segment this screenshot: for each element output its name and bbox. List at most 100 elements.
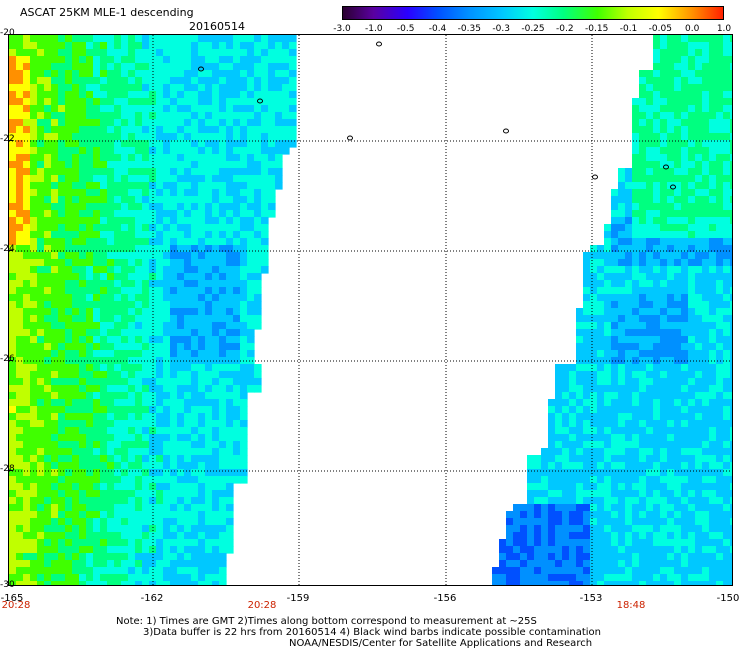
data-cell bbox=[93, 175, 101, 183]
data-cell bbox=[275, 119, 283, 127]
data-cell bbox=[121, 168, 129, 176]
data-cell bbox=[128, 84, 136, 92]
data-cell bbox=[58, 315, 66, 323]
data-cell bbox=[205, 483, 213, 491]
data-cell bbox=[177, 434, 185, 442]
data-cell bbox=[156, 140, 164, 148]
data-cell bbox=[135, 560, 143, 568]
data-cell bbox=[590, 413, 598, 421]
data-cell bbox=[226, 441, 234, 449]
data-cell bbox=[702, 560, 710, 568]
island-outline bbox=[257, 98, 263, 104]
data-cell bbox=[100, 567, 108, 575]
data-cell bbox=[114, 308, 122, 316]
data-cell bbox=[135, 539, 143, 547]
data-cell bbox=[723, 91, 731, 99]
data-cell bbox=[730, 70, 732, 78]
data-cell bbox=[128, 504, 136, 512]
data-cell bbox=[590, 308, 598, 316]
data-cell bbox=[156, 378, 164, 386]
data-cell bbox=[128, 119, 136, 127]
data-cell bbox=[660, 161, 668, 169]
data-cell bbox=[695, 105, 703, 113]
data-cell bbox=[135, 483, 143, 491]
data-cell bbox=[86, 70, 94, 78]
data-cell bbox=[30, 427, 38, 435]
data-cell bbox=[674, 189, 682, 197]
data-cell bbox=[44, 497, 52, 505]
data-cell bbox=[562, 399, 570, 407]
data-cell bbox=[170, 504, 178, 512]
data-cell bbox=[23, 35, 31, 43]
data-cell bbox=[219, 322, 227, 330]
data-cell bbox=[688, 133, 696, 141]
data-cell bbox=[646, 98, 654, 106]
data-cell bbox=[681, 434, 689, 442]
colorbar-tick-label: -1.0 bbox=[365, 24, 383, 34]
data-cell bbox=[639, 245, 647, 253]
data-cell bbox=[219, 385, 227, 393]
data-cell bbox=[639, 490, 647, 498]
data-cell bbox=[170, 140, 178, 148]
data-cell bbox=[583, 434, 591, 442]
data-cell bbox=[128, 238, 136, 246]
data-cell bbox=[688, 532, 696, 540]
data-cell bbox=[254, 224, 262, 232]
data-cell bbox=[688, 63, 696, 71]
data-cell bbox=[709, 154, 717, 162]
data-cell bbox=[247, 287, 255, 295]
data-cell bbox=[513, 553, 521, 561]
data-cell bbox=[163, 126, 171, 134]
data-cell bbox=[16, 161, 24, 169]
data-cell bbox=[51, 56, 59, 64]
data-cell bbox=[100, 553, 108, 561]
data-cell bbox=[723, 406, 731, 414]
data-cell bbox=[114, 56, 122, 64]
data-cell bbox=[639, 105, 647, 113]
data-cell bbox=[233, 217, 241, 225]
data-cell bbox=[695, 413, 703, 421]
data-cell bbox=[191, 280, 199, 288]
data-cell bbox=[254, 154, 262, 162]
data-cell bbox=[58, 560, 66, 568]
data-cell bbox=[191, 448, 199, 456]
data-cell bbox=[660, 63, 668, 71]
data-cell bbox=[632, 280, 640, 288]
data-cell bbox=[184, 455, 192, 463]
data-cell bbox=[702, 224, 710, 232]
data-cell bbox=[121, 238, 129, 246]
data-cell bbox=[156, 35, 164, 43]
data-cell bbox=[611, 406, 619, 414]
data-cell bbox=[716, 63, 724, 71]
data-cell bbox=[37, 357, 45, 365]
data-cell bbox=[16, 280, 24, 288]
data-cell bbox=[219, 497, 227, 505]
data-cell bbox=[184, 539, 192, 547]
data-cell bbox=[51, 84, 59, 92]
data-cell bbox=[660, 203, 668, 211]
data-cell bbox=[723, 350, 731, 358]
data-cell bbox=[156, 231, 164, 239]
data-cell bbox=[79, 112, 87, 120]
data-cell bbox=[86, 448, 94, 456]
data-cell bbox=[114, 301, 122, 309]
data-cell bbox=[23, 196, 31, 204]
data-cell bbox=[219, 364, 227, 372]
data-cell bbox=[107, 189, 115, 197]
data-cell bbox=[723, 560, 731, 568]
data-cell bbox=[639, 322, 647, 330]
data-cell bbox=[191, 420, 199, 428]
data-cell bbox=[709, 140, 717, 148]
data-cell bbox=[121, 336, 129, 344]
data-cell bbox=[219, 91, 227, 99]
data-cell bbox=[114, 168, 122, 176]
data-cell bbox=[156, 399, 164, 407]
data-cell bbox=[156, 406, 164, 414]
data-cell bbox=[716, 70, 724, 78]
data-cell bbox=[16, 119, 24, 127]
data-cell bbox=[100, 168, 108, 176]
data-cell bbox=[723, 581, 731, 585]
data-cell bbox=[191, 518, 199, 526]
data-cell bbox=[226, 406, 234, 414]
data-cell bbox=[583, 497, 591, 505]
